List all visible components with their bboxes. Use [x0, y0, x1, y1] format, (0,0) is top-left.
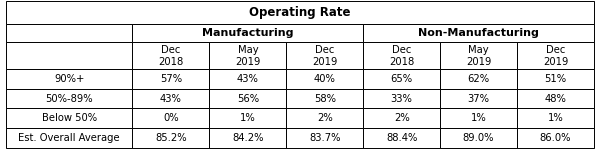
Text: 65%: 65% [391, 74, 413, 84]
Text: 33%: 33% [391, 94, 413, 104]
Bar [209, 108, 286, 128]
Text: 84.2%: 84.2% [232, 133, 263, 143]
Bar [286, 69, 363, 89]
Bar [363, 128, 440, 148]
Bar [517, 128, 594, 148]
Text: 56%: 56% [237, 94, 259, 104]
Bar [286, 108, 363, 128]
Text: 86.0%: 86.0% [540, 133, 571, 143]
Bar [6, 1, 594, 24]
Bar [6, 42, 133, 69]
Text: Manufacturing: Manufacturing [202, 28, 293, 38]
Text: 89.0%: 89.0% [463, 133, 494, 143]
Bar [363, 89, 440, 108]
Text: Dec
2019: Dec 2019 [312, 45, 337, 67]
Text: Non-Manufacturing: Non-Manufacturing [418, 28, 539, 38]
Bar [440, 108, 517, 128]
Text: 2%: 2% [317, 113, 332, 123]
Text: 43%: 43% [160, 94, 182, 104]
Bar [363, 69, 440, 89]
Text: 2%: 2% [394, 113, 410, 123]
Text: Dec
2019: Dec 2019 [543, 45, 568, 67]
Text: 83.7%: 83.7% [309, 133, 340, 143]
Text: 62%: 62% [467, 74, 490, 84]
Bar [363, 42, 440, 69]
Bar [133, 42, 209, 69]
Text: 43%: 43% [237, 74, 259, 84]
Text: 48%: 48% [545, 94, 566, 104]
Bar [6, 24, 133, 42]
Text: May
2019: May 2019 [235, 45, 260, 67]
Bar [440, 89, 517, 108]
Bar [363, 24, 594, 42]
Bar [517, 108, 594, 128]
Bar [133, 128, 209, 148]
Bar [286, 128, 363, 148]
Text: 0%: 0% [163, 113, 179, 123]
Bar [209, 42, 286, 69]
Text: Below 50%: Below 50% [41, 113, 97, 123]
Bar [517, 89, 594, 108]
Text: Dec
2018: Dec 2018 [158, 45, 184, 67]
Bar [6, 108, 133, 128]
Bar [133, 108, 209, 128]
Text: 90%+: 90%+ [54, 74, 85, 84]
Bar [6, 89, 133, 108]
Text: Est. Overall Average: Est. Overall Average [19, 133, 120, 143]
Bar [286, 42, 363, 69]
Bar [133, 89, 209, 108]
Text: 50%-89%: 50%-89% [46, 94, 93, 104]
Text: Dec
2018: Dec 2018 [389, 45, 414, 67]
Bar [209, 128, 286, 148]
Bar [440, 128, 517, 148]
Bar [440, 69, 517, 89]
Bar [440, 42, 517, 69]
Bar [517, 42, 594, 69]
Text: 1%: 1% [548, 113, 563, 123]
Text: 37%: 37% [467, 94, 490, 104]
Bar [209, 69, 286, 89]
Bar [133, 69, 209, 89]
Text: 1%: 1% [471, 113, 487, 123]
Bar [286, 89, 363, 108]
Text: 88.4%: 88.4% [386, 133, 418, 143]
Bar [6, 128, 133, 148]
Text: 58%: 58% [314, 94, 336, 104]
Bar [133, 24, 363, 42]
Bar [209, 89, 286, 108]
Text: 1%: 1% [240, 113, 256, 123]
Bar [517, 69, 594, 89]
Text: 40%: 40% [314, 74, 335, 84]
Text: Operating Rate: Operating Rate [249, 6, 351, 19]
Text: 85.2%: 85.2% [155, 133, 187, 143]
Text: May
2019: May 2019 [466, 45, 491, 67]
Text: 51%: 51% [544, 74, 566, 84]
Bar [363, 108, 440, 128]
Bar [6, 69, 133, 89]
Text: 57%: 57% [160, 74, 182, 84]
